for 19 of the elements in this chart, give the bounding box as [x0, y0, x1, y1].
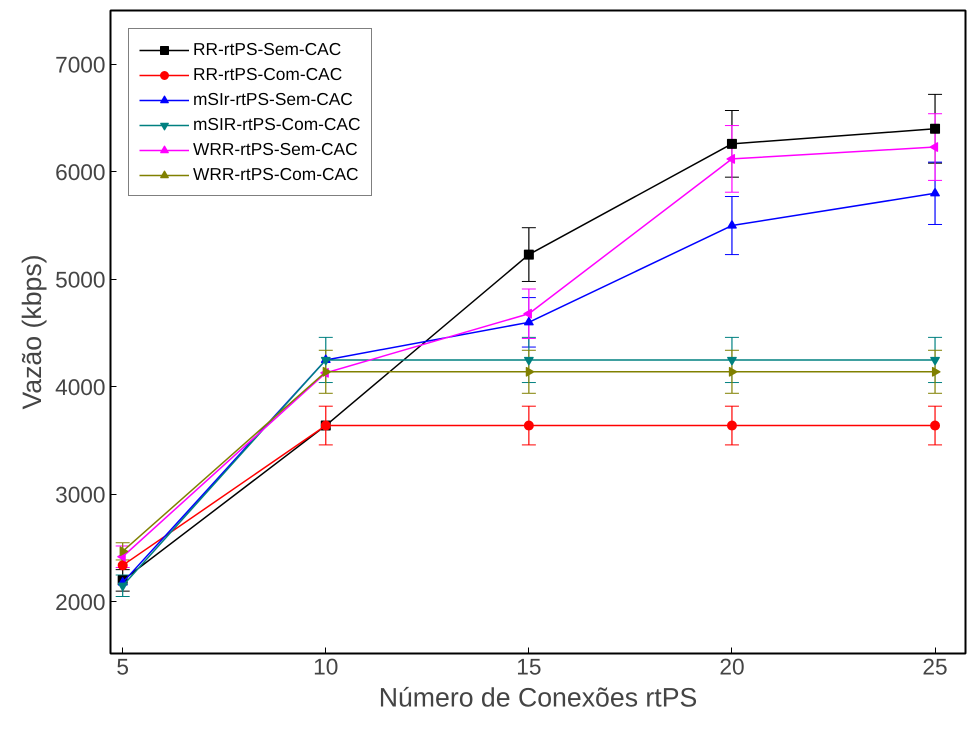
x-tick-label: 10 — [313, 654, 338, 680]
y-axis-title: Vazão (kbps) — [17, 254, 48, 410]
legend-label: RR-rtPS-Com-CAC — [193, 64, 342, 85]
legend-label: WRR-rtPS-Com-CAC — [193, 164, 359, 185]
x-tick-label: 15 — [516, 654, 542, 680]
x-tick-label: 20 — [719, 654, 745, 680]
y-tick-label: 7000 — [55, 51, 106, 78]
y-tick-label: 4000 — [55, 374, 106, 400]
legend-label: mSIR-rtPS-Com-CAC — [193, 114, 361, 135]
legend-label: RR-rtPS-Sem-CAC — [193, 39, 342, 60]
x-axis-title: Número de Conexões rtPS — [378, 682, 698, 712]
y-tick-label: 2000 — [55, 588, 106, 615]
legend-label: mSIr-rtPS-Sem-CAC — [193, 89, 353, 110]
x-tick-label: 5 — [116, 654, 129, 680]
y-tick-label: 5000 — [55, 266, 106, 292]
y-tick-label: 3000 — [55, 481, 106, 508]
x-tick-label: 25 — [922, 654, 948, 680]
y-tick-label: 6000 — [55, 158, 106, 185]
legend-label: WRR-rtPS-Sem-CAC — [193, 139, 358, 160]
